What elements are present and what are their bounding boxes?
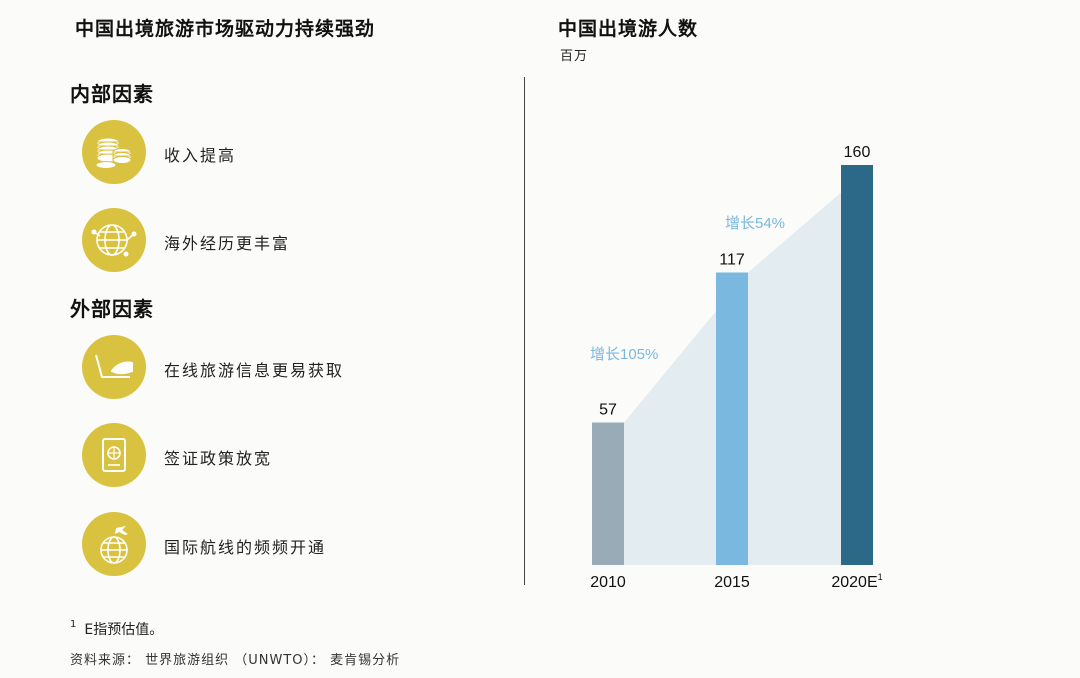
factor-label: 在线旅游信息更易获取 [164,361,345,380]
left-panel-title: 中国出境旅游市场驱动力持续强劲 [75,18,376,40]
category-superscript: 1 [878,572,883,582]
footnote-text: E指预估值。 [84,622,164,638]
factor-international-routes: 国际航线的频频开通 [82,512,402,576]
factor-label: 海外经历更丰富 [164,234,291,253]
factor-overseas-experience: 海外经历更丰富 [82,208,402,272]
laptop-hand-icon [82,335,146,399]
bar-2015 [716,272,748,565]
growth-shading [624,165,873,565]
factor-visa-policy: 签证政策放宽 [82,423,402,487]
factor-online-info: 在线旅游信息更易获取 [82,335,402,399]
factor-income: 收入提高 [82,120,402,184]
bar-2010 [592,422,624,565]
chart-title: 中国出境游人数 [558,18,699,40]
coins-icon [82,120,146,184]
value-label-2020E: 160 [844,144,871,161]
outbound-tourists-chart: 57 2010 117 2015 160 2020E1 增长105% 增长54% [590,144,883,591]
factor-label: 签证政策放宽 [164,449,273,468]
value-label-2015: 117 [719,252,745,269]
external-factors-heading: 外部因素 [70,297,154,321]
internal-factors-heading: 内部因素 [70,82,154,106]
value-label-2010: 57 [599,402,617,419]
growth-annotation: 增长105% [590,346,658,363]
footnote: 1 E指预估值。 [70,619,163,639]
bar-2020E [841,165,873,565]
factor-label: 收入提高 [164,146,237,165]
globe-network-icon [82,208,146,272]
source-note: 资料来源： 世界旅游组织 （UNWTO）： 麦肯锡分析 [70,653,401,668]
chart-unit: 百万 [560,49,589,64]
footnote-marker: 1 [70,619,77,630]
plane-globe-icon [82,512,146,576]
factor-label: 国际航线的频频开通 [164,538,327,557]
category-label-2020E: 2020E1 [831,572,882,591]
growth-annotation: 增长54% [725,215,785,232]
passport-icon [82,423,146,487]
panel-divider [524,77,525,585]
category-label-2015: 2015 [714,574,750,591]
category-label-2010: 2010 [590,574,626,591]
